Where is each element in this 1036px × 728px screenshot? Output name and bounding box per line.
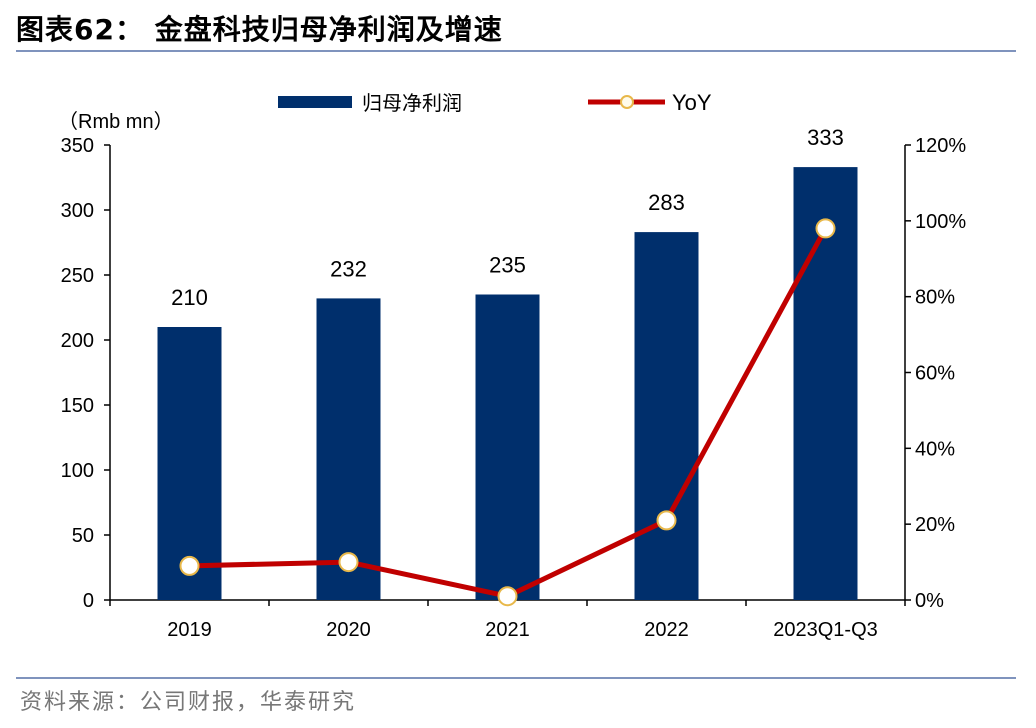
legend: 归母净利润 YoY bbox=[278, 90, 712, 115]
bar-net-profit bbox=[634, 232, 699, 600]
y-right-tick-label: 60% bbox=[915, 363, 955, 385]
legend-bar-swatch bbox=[278, 96, 352, 108]
y-right-tick-label: 0% bbox=[915, 590, 944, 612]
legend-line-label: YoY bbox=[672, 90, 712, 115]
x-tick-label: 2020 bbox=[326, 619, 371, 641]
bar-net-profit bbox=[475, 294, 540, 600]
y-left-tick-label: 350 bbox=[61, 135, 94, 157]
y-left-tick-label: 50 bbox=[72, 525, 94, 547]
yoy-point bbox=[179, 555, 200, 576]
y-left-tick-label: 200 bbox=[61, 330, 94, 352]
bar-data-label: 210 bbox=[171, 285, 208, 310]
y-left-unit-label: （Rmb mn） bbox=[58, 110, 174, 133]
x-tick-label: 2021 bbox=[485, 619, 530, 641]
bars: 210 232 235 283 333 bbox=[157, 125, 858, 600]
source-note: 资料来源：公司财报，华泰研究 bbox=[20, 690, 357, 715]
bar-data-label: 333 bbox=[807, 125, 844, 150]
yoy-point bbox=[338, 552, 359, 573]
bar-data-label: 232 bbox=[330, 256, 367, 281]
yoy-point bbox=[815, 218, 836, 239]
yoy-point bbox=[656, 510, 677, 531]
x-tick-label: 2022 bbox=[644, 619, 689, 641]
y-right-tick-label: 100% bbox=[915, 211, 966, 233]
y-left-tick-label: 150 bbox=[61, 395, 94, 417]
bar-net-profit bbox=[157, 327, 222, 600]
yoy-series bbox=[179, 218, 836, 607]
y-right-tick-label: 120% bbox=[915, 135, 966, 157]
bar-net-profit bbox=[793, 167, 858, 600]
y-left-tick-label: 250 bbox=[61, 265, 94, 287]
y-right-tick-label: 20% bbox=[915, 514, 955, 536]
y-left-tick-label: 100 bbox=[61, 460, 94, 482]
bar-data-label: 283 bbox=[648, 190, 685, 215]
source-divider bbox=[16, 677, 1016, 679]
title-divider bbox=[16, 50, 1016, 52]
bar-data-label: 235 bbox=[489, 253, 526, 278]
x-tick-label: 2019 bbox=[167, 619, 212, 641]
y-left-tick-label: 300 bbox=[61, 200, 94, 222]
y-left-tick-label: 0 bbox=[83, 590, 94, 612]
y-right-tick-label: 40% bbox=[915, 438, 955, 460]
x-tick-label: 2023Q1-Q3 bbox=[773, 619, 878, 641]
bar-net-profit bbox=[316, 298, 381, 600]
yoy-point bbox=[497, 586, 518, 607]
legend-bar-label: 归母净利润 bbox=[362, 91, 462, 115]
chart-title: 图表62： 金盘科技归母净利润及增速 bbox=[16, 13, 503, 46]
legend-line-marker bbox=[620, 95, 634, 109]
axes: 0 50 100 150 200 250 300 350 0% 20% 40% 60% 80% 100% 1… bbox=[61, 135, 967, 641]
y-right-tick-label: 80% bbox=[915, 287, 955, 309]
